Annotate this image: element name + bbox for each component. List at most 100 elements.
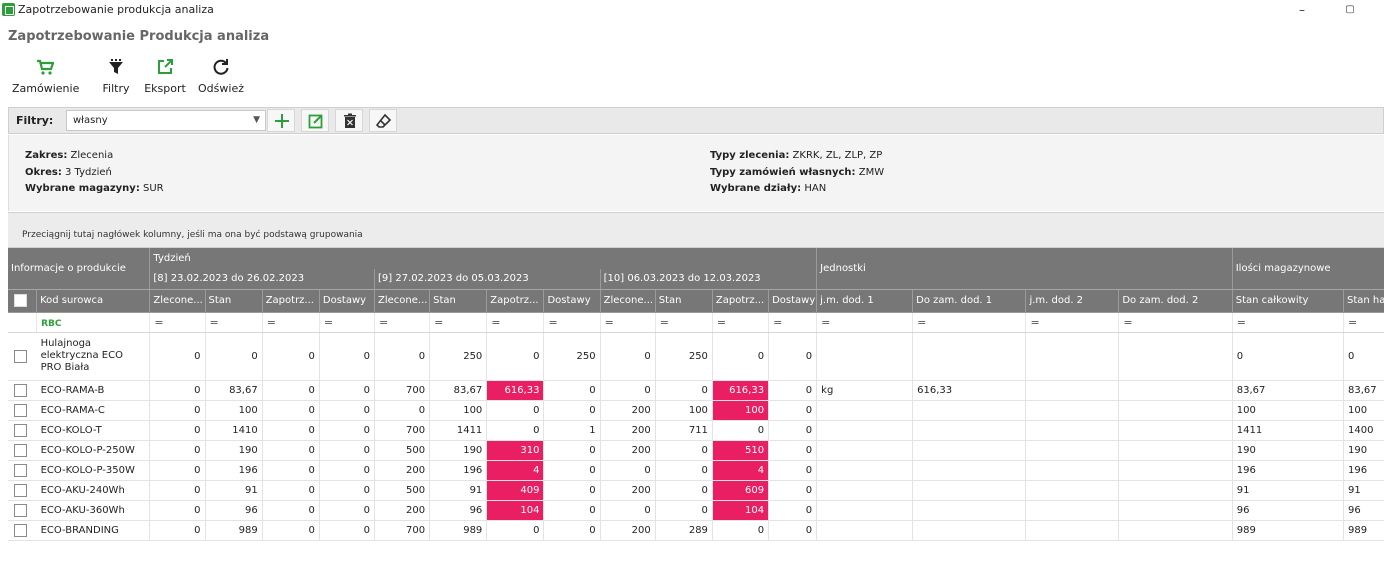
cell-week-value: 0 [712, 420, 770, 441]
header-zapotrz[interactable]: Zapotrz... [486, 289, 545, 313]
header-stan[interactable]: Stan [205, 289, 263, 313]
row-select-cell[interactable] [8, 460, 37, 481]
cell-kod-surowca: ECO-KOLO-P-250W [36, 440, 151, 461]
filter-cell[interactable]: = [486, 312, 545, 333]
add-filter-button[interactable] [267, 109, 295, 132]
filter-cell[interactable]: = [429, 312, 488, 333]
filter-cell[interactable]: = [600, 312, 656, 333]
header-zlecone[interactable]: Zlecone... [374, 289, 431, 313]
minimize-button[interactable]: – [1299, 3, 1305, 17]
cell-kod-surowca: ECO-RAMA-C [36, 400, 151, 421]
cell-week-value: 409 [486, 480, 545, 501]
edit-filter-button[interactable] [301, 109, 329, 132]
filter-cell[interactable]: = [205, 312, 263, 333]
cell-do-zam-dod-2 [1118, 480, 1233, 501]
filter-cell[interactable]: = [149, 312, 206, 333]
cell-week-value: 1411 [429, 420, 488, 441]
filter-cell[interactable]: = [1118, 312, 1233, 333]
table-row[interactable]: ECO-KOLO-P-350W 0 196 0 0 200 196 4 0 0 0 4 0 196 196 [8, 460, 1384, 481]
typy-zamowien-label: Typy zamówień własnych: [710, 167, 856, 178]
header-zlecone[interactable]: Zlecone... [149, 289, 206, 313]
table-row[interactable]: ECO-AKU-240Wh 0 91 0 0 500 91 409 0 200 0 609 0 91 91 [8, 480, 1384, 501]
clear-filter-button[interactable] [369, 109, 397, 132]
row-select-cell[interactable] [8, 400, 37, 421]
refresh-button[interactable]: Odśwież [198, 58, 244, 98]
row-select-cell[interactable] [8, 420, 37, 441]
filter-cell[interactable]: = [262, 312, 320, 333]
table-row[interactable]: ECO-RAMA-B 0 83,67 0 0 700 83,67 616,33 0 0 0 616,3… [8, 380, 1384, 401]
row-select-cell[interactable] [8, 500, 37, 521]
header-stan-handl[interactable]: Stan handl [1343, 289, 1384, 313]
header-stan-calkowity[interactable]: Stan całkowity [1232, 289, 1345, 313]
table-row[interactable]: ECO-BRANDING 0 989 0 0 700 989 0 0 200 289 0 0 989 989 [8, 520, 1384, 541]
cell-week-value: 100 [205, 400, 263, 421]
header-stan[interactable]: Stan [429, 289, 488, 313]
row-checkbox[interactable] [14, 463, 27, 477]
row-checkbox[interactable] [14, 443, 27, 457]
table-row[interactable]: ECO-AKU-360Wh 0 96 0 0 200 96 104 0 0 0 104 0 96 96 [8, 500, 1384, 521]
header-jm-dod-1[interactable]: j.m. dod. 1 [816, 289, 914, 313]
header-do-zam-dod-2[interactable]: Do zam. dod. 2 [1118, 289, 1233, 313]
filter-cell[interactable]: = [319, 312, 376, 333]
order-button[interactable]: Zamówienie [12, 58, 79, 98]
export-button[interactable]: Eksport [144, 58, 186, 98]
row-select-cell[interactable] [8, 380, 37, 401]
cell-jm-dod-2 [1025, 440, 1120, 461]
filter-select[interactable]: własny ▼ [66, 110, 266, 131]
header-zlecone[interactable]: Zlecone... [600, 289, 656, 313]
header-dostawy[interactable]: Dostawy [543, 289, 601, 313]
filter-cell[interactable]: = [543, 312, 601, 333]
header-zapotrz[interactable]: Zapotrz... [262, 289, 320, 313]
table-row[interactable]: ECO-RAMA-C 0 100 0 0 0 100 0 0 200 100 100 0 100 100 [8, 400, 1384, 421]
band-info: Informacje o produkcie [8, 248, 151, 290]
header-dostawy[interactable]: Dostawy [768, 289, 818, 313]
cell-week-value: 0 [262, 520, 320, 541]
header-stan[interactable]: Stan [655, 289, 713, 313]
band-week-3: [10] 06.03.2023 do 12.03.2023 [600, 269, 818, 290]
row-select-cell[interactable] [8, 520, 37, 541]
header-zapotrz[interactable]: Zapotrz... [712, 289, 770, 313]
restore-button[interactable]: ▢ [1345, 4, 1355, 15]
row-select-cell[interactable] [8, 440, 37, 461]
filter-cell[interactable]: = [1232, 312, 1345, 333]
cell-stan-calkowity: 91 [1232, 480, 1345, 501]
filter-cell[interactable]: = [1343, 312, 1384, 333]
row-select-cell[interactable] [8, 480, 37, 501]
table-row[interactable]: Hulajnoga elektryczna ECO PRO Biała 0 0 0 0 0… [8, 332, 1384, 381]
row-checkbox[interactable] [14, 523, 27, 537]
row-checkbox[interactable] [14, 349, 27, 363]
filter-cell[interactable]: = [816, 312, 914, 333]
header-kod-surowca[interactable]: Kod surowca [36, 289, 151, 313]
table-row[interactable]: ECO-KOLO-T 0 1410 0 0 700 1411 0 1 200 711 0 0 1411 14… [8, 420, 1384, 441]
cell-week-value: 0 [768, 400, 818, 421]
table-row[interactable]: ECO-KOLO-P-250W 0 190 0 0 500 190 310 0 200 0 510 0 1… [8, 440, 1384, 461]
filter-cell[interactable]: = [1025, 312, 1120, 333]
cell-week-value: 4 [486, 460, 545, 481]
cell-week-value: 0 [600, 380, 656, 401]
row-checkbox[interactable] [14, 503, 27, 517]
filter-cell[interactable]: = [655, 312, 713, 333]
filter-cell[interactable]: = [712, 312, 770, 333]
header-do-zam-dod-1[interactable]: Do zam. dod. 1 [912, 289, 1027, 313]
row-checkbox[interactable] [14, 403, 27, 417]
filter-cell[interactable]: = [768, 312, 818, 333]
filter-cell-kod[interactable]: RBC [36, 312, 151, 333]
okres-value: 3 Tydzień [65, 167, 112, 178]
select-all-cell[interactable] [8, 289, 38, 313]
row-checkbox[interactable] [14, 383, 27, 397]
cell-do-zam-dod-1 [912, 400, 1027, 421]
row-select-cell[interactable] [8, 332, 37, 381]
row-checkbox[interactable] [14, 483, 27, 497]
filter-cell[interactable]: = [912, 312, 1027, 333]
select-all-checkbox[interactable] [14, 294, 27, 307]
cell-stan-handl: 91 [1343, 480, 1384, 501]
row-checkbox[interactable] [14, 423, 27, 437]
filter-cell[interactable]: = [374, 312, 431, 333]
delete-filter-button[interactable] [335, 109, 363, 132]
header-jm-dod-2[interactable]: j.m. dod. 2 [1025, 289, 1120, 313]
filters-button[interactable]: Filtry [94, 58, 138, 98]
group-panel[interactable]: Przeciągnij tutaj nagłówek kolumny, jeśl… [8, 212, 1384, 248]
cell-week-value: 0 [543, 380, 601, 401]
header-dostawy[interactable]: Dostawy [319, 289, 376, 313]
cell-week-value: 711 [655, 420, 713, 441]
